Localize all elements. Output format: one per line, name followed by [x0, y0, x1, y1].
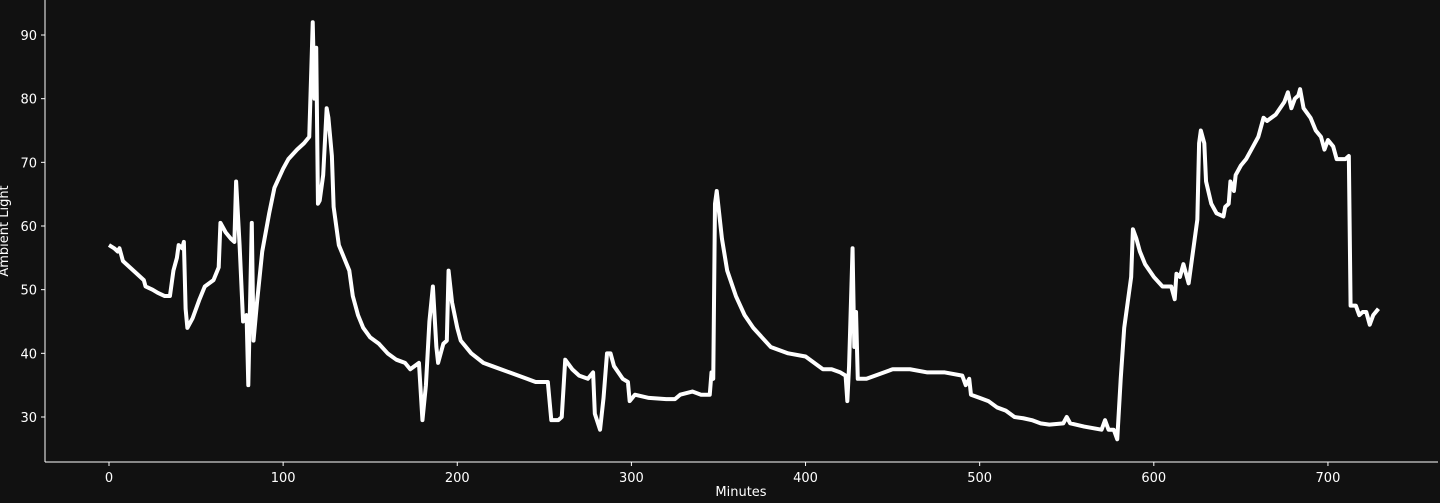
- x-tick-label: 0: [105, 471, 113, 486]
- x-tick-label: 300: [619, 471, 644, 486]
- y-tick-label: 80: [20, 93, 37, 108]
- y-tick-label: 30: [20, 411, 37, 426]
- y-tick-label: 50: [20, 284, 37, 299]
- x-tick-label: 200: [445, 471, 470, 486]
- y-axis-label: Ambient Light: [0, 185, 12, 276]
- data-line: [107, 20, 1380, 442]
- x-axis-label: Minutes: [715, 485, 766, 500]
- x-tick-label: 100: [271, 471, 296, 486]
- x-tick-label: 600: [1141, 471, 1166, 486]
- y-tick-label: 70: [20, 156, 37, 171]
- y-tick-label: 40: [20, 347, 37, 362]
- x-tick-label: 700: [1316, 471, 1341, 486]
- x-tick-label: 400: [793, 471, 818, 486]
- y-tick-label: 60: [20, 220, 37, 235]
- x-tick-label: 500: [967, 471, 992, 486]
- y-tick-label: 90: [20, 29, 37, 44]
